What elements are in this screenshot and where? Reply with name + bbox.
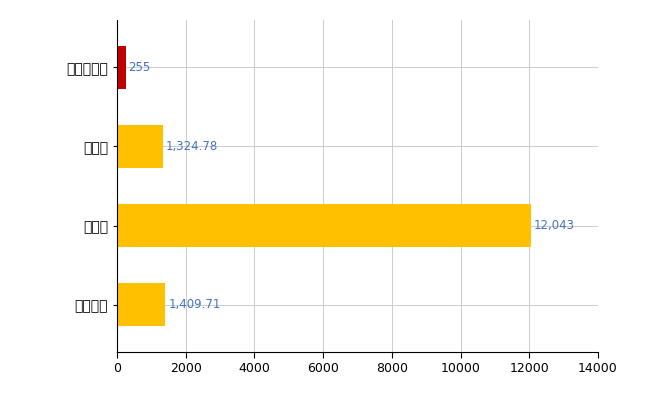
Bar [117, 125, 162, 168]
Text: 1,409.71: 1,409.71 [168, 298, 220, 311]
Text: 12,043: 12,043 [534, 219, 575, 232]
Bar [117, 46, 125, 89]
Bar [117, 283, 166, 326]
Text: 255: 255 [129, 61, 151, 74]
Text: 1,324.78: 1,324.78 [165, 140, 218, 153]
Bar [117, 204, 531, 247]
